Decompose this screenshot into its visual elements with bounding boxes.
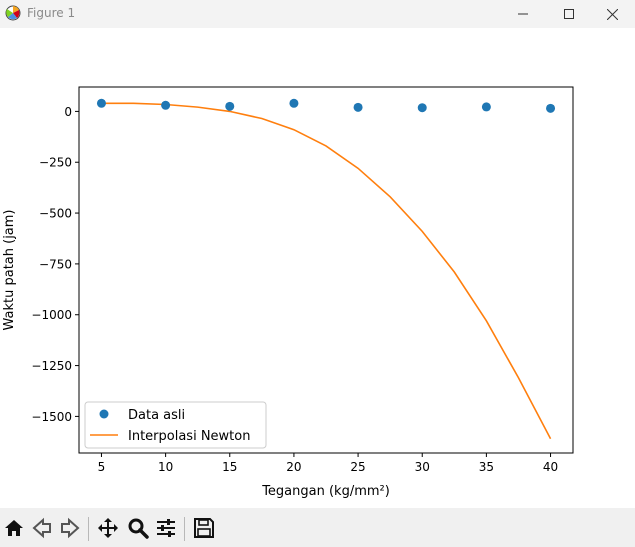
configure-subplots-icon xyxy=(157,519,175,537)
data-point xyxy=(225,101,235,111)
x-tick-label: 40 xyxy=(543,460,558,474)
y-tick-label: −250 xyxy=(39,156,72,170)
legend: Data asli Interpolasi Newton xyxy=(84,401,267,449)
zoom-icon xyxy=(128,518,149,539)
toolbar-separator xyxy=(88,517,89,541)
zoom-button[interactable] xyxy=(126,516,150,540)
save-button[interactable] xyxy=(192,516,216,540)
minimize-icon xyxy=(518,13,528,15)
maximize-button[interactable] xyxy=(546,0,592,28)
x-tick-label: 5 xyxy=(98,460,106,474)
matplotlib-icon xyxy=(5,5,21,21)
save-icon xyxy=(194,518,214,538)
data-point xyxy=(96,98,106,108)
close-icon xyxy=(606,8,618,20)
y-tick-label: −500 xyxy=(39,207,72,221)
navigation-toolbar xyxy=(0,508,635,547)
title-bar: Figure 1 xyxy=(0,0,635,28)
data-point xyxy=(289,98,299,108)
data-point xyxy=(417,103,427,113)
y-tick-label: −1250 xyxy=(31,359,72,373)
figure-canvas[interactable]: 5 10 15 20 25 30 35 40 0 −250 −500 −750 −1000 −1250 −… xyxy=(0,28,635,508)
pan-icon xyxy=(98,518,118,538)
data-point xyxy=(481,102,491,112)
x-tick-label: 25 xyxy=(350,460,365,474)
y-tick-label: 0 xyxy=(64,105,72,119)
x-tick-label: 15 xyxy=(222,460,237,474)
legend-label-interpolasi-newton: Interpolasi Newton xyxy=(128,429,250,444)
forward-button[interactable] xyxy=(58,516,82,540)
data-point xyxy=(546,103,556,113)
toolbar-separator xyxy=(184,517,185,541)
plot-frame xyxy=(78,86,574,454)
x-tick-label: 35 xyxy=(479,460,494,474)
y-axis-label: Waktu patah (jam) xyxy=(2,209,17,330)
data-point xyxy=(353,102,363,112)
data-point xyxy=(161,100,171,110)
maximize-icon xyxy=(564,9,574,19)
pan-button[interactable] xyxy=(96,516,120,540)
configure-subplots-button[interactable] xyxy=(154,516,178,540)
window-title: Figure 1 xyxy=(27,6,76,20)
home-button[interactable] xyxy=(2,516,26,540)
x-axis-label: Tegangan (kg/mm²) xyxy=(261,484,390,499)
home-icon xyxy=(5,520,23,536)
x-tick-label: 10 xyxy=(158,460,173,474)
series-line-interpolasi-newton xyxy=(101,102,552,440)
forward-icon xyxy=(61,517,80,539)
y-tick-label: −1500 xyxy=(31,410,72,424)
y-tick-label: −1000 xyxy=(31,308,72,322)
x-tick-label: 30 xyxy=(415,460,430,474)
legend-label-data-asli: Data asli xyxy=(128,408,185,423)
close-button[interactable] xyxy=(589,0,635,28)
minimize-button[interactable] xyxy=(500,0,546,28)
back-icon xyxy=(32,517,51,539)
back-button[interactable] xyxy=(30,516,54,540)
x-tick-label: 20 xyxy=(286,460,301,474)
y-tick-label: −750 xyxy=(39,257,72,271)
chart: 5 10 15 20 25 30 35 40 0 −250 −500 −750 −1000 −1250 −… xyxy=(2,86,574,499)
legend-marker-data-asli xyxy=(99,409,109,419)
